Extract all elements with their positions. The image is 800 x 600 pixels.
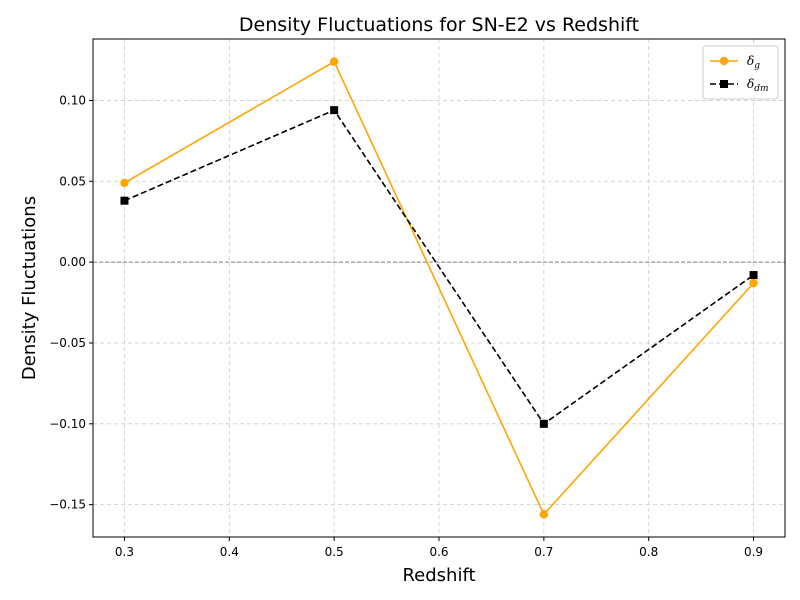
series-delta-g	[120, 57, 758, 519]
chart-title: Density Fluctuations for SN-E2 vs Redshi…	[239, 14, 639, 36]
y-tick-label: 0.05	[59, 174, 86, 188]
legend: δg δdm	[702, 45, 779, 100]
legend-item: δg	[710, 54, 760, 71]
y-tick-label: 0.10	[59, 93, 86, 107]
x-tick-label: 0.9	[744, 545, 763, 559]
legend-marker	[719, 56, 729, 66]
series-delta-dm	[120, 106, 758, 428]
data-point	[330, 106, 339, 115]
data-point	[120, 196, 129, 205]
x-tick-label: 0.5	[325, 545, 344, 559]
data-point	[749, 271, 758, 280]
x-tick-label: 0.8	[639, 545, 658, 559]
series-group	[120, 57, 758, 519]
legend-item: δdm	[710, 77, 769, 94]
y-tick-label: −0.10	[49, 417, 86, 431]
x-tick-label: 0.7	[534, 545, 553, 559]
x-axis-label: Redshift	[402, 565, 475, 586]
series-line	[124, 109, 755, 425]
y-axis-ticks: −0.15 −0.10 −0.05 0.00 0.05 0.10	[49, 93, 93, 512]
legend-label: δdm	[747, 77, 769, 94]
data-point	[120, 178, 129, 188]
y-tick-label: −0.15	[49, 498, 86, 512]
x-axis-ticks: 0.3 0.4 0.5 0.6 0.7 0.8 0.9	[115, 537, 763, 559]
data-point	[329, 57, 339, 66]
y-tick-label: −0.05	[49, 336, 86, 350]
y-tick-label: 0.00	[59, 255, 86, 269]
y-axis-label: Density Fluctuations	[19, 196, 40, 380]
legend-marker	[720, 80, 728, 88]
data-point	[749, 278, 758, 288]
x-tick-label: 0.4	[220, 545, 239, 559]
series-line	[124, 60, 755, 516]
legend-label: δg	[747, 54, 760, 71]
x-tick-label: 0.3	[115, 545, 134, 559]
data-point	[539, 510, 549, 519]
x-tick-label: 0.6	[429, 545, 448, 559]
data-point	[539, 419, 548, 428]
